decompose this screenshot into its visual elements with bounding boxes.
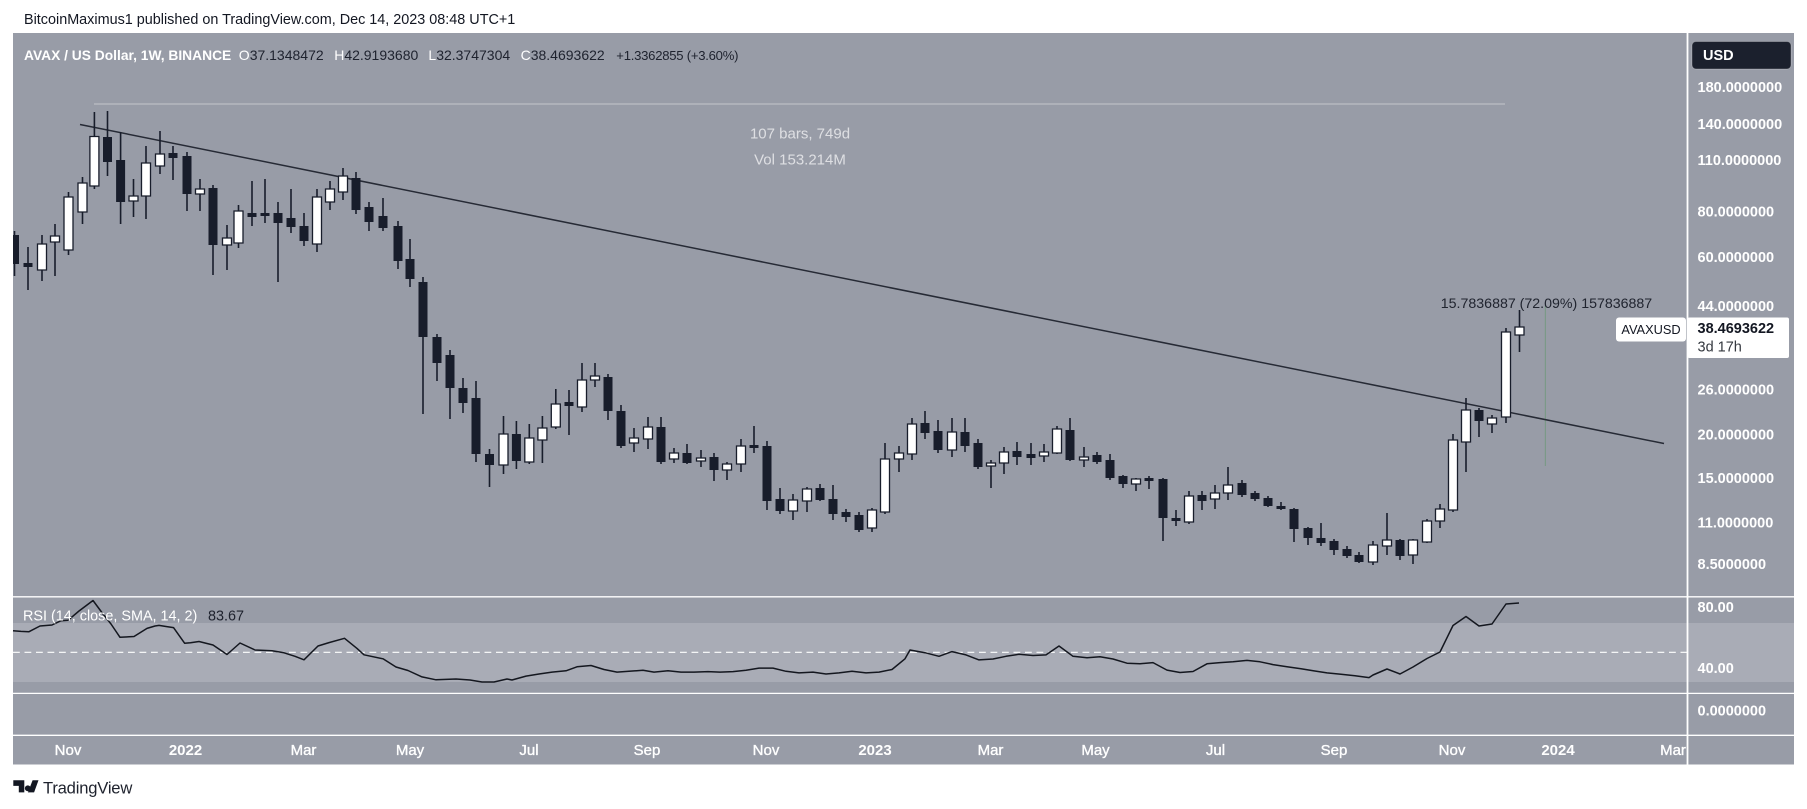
- svg-text:15.0000000: 15.0000000: [1698, 471, 1775, 487]
- svg-text:AVAXUSD: AVAXUSD: [1621, 322, 1680, 337]
- svg-text:Mar: Mar: [1660, 742, 1686, 759]
- svg-text:Jul: Jul: [519, 742, 538, 759]
- svg-text:80.00: 80.00: [1698, 600, 1734, 616]
- svg-text:40.00: 40.00: [1698, 661, 1734, 677]
- svg-text:H42.9193680: H42.9193680: [334, 47, 418, 63]
- svg-text:USD: USD: [1703, 48, 1734, 64]
- svg-text:Nov: Nov: [55, 742, 82, 759]
- svg-text:Jul: Jul: [1206, 742, 1225, 759]
- svg-text:44.0000000: 44.0000000: [1698, 299, 1775, 315]
- svg-text:Mar: Mar: [291, 742, 317, 759]
- svg-text:8.5000000: 8.5000000: [1698, 557, 1767, 573]
- svg-text:Sep: Sep: [1321, 742, 1348, 759]
- svg-text:Nov: Nov: [1439, 742, 1466, 759]
- svg-text:C38.4693622: C38.4693622: [521, 47, 605, 63]
- svg-text:80.0000000: 80.0000000: [1698, 205, 1775, 221]
- svg-text:Sep: Sep: [634, 742, 661, 759]
- svg-text:L32.3747304: L32.3747304: [428, 47, 510, 63]
- svg-text:2024: 2024: [1541, 742, 1575, 759]
- svg-text:+1.3362855 (+3.60%): +1.3362855 (+3.60%): [616, 48, 738, 63]
- svg-text:May: May: [1081, 742, 1110, 759]
- svg-text:26.0000000: 26.0000000: [1698, 383, 1775, 399]
- svg-text:2022: 2022: [169, 742, 202, 759]
- svg-text:60.0000000: 60.0000000: [1698, 250, 1775, 266]
- svg-text:107 bars, 749d: 107 bars, 749d: [750, 126, 850, 143]
- svg-text:38.4693622: 38.4693622: [1698, 321, 1775, 337]
- svg-text:AVAX / US Dollar, 1W, BINANCE: AVAX / US Dollar, 1W, BINANCE: [24, 48, 231, 63]
- svg-text:11.0000000: 11.0000000: [1698, 515, 1774, 531]
- svg-text:Mar: Mar: [978, 742, 1004, 759]
- svg-text:83.67: 83.67: [208, 609, 244, 625]
- svg-text:15.7836887 (72.09%) 157836887: 15.7836887 (72.09%) 157836887: [1441, 296, 1653, 312]
- svg-text:20.0000000: 20.0000000: [1698, 428, 1775, 444]
- svg-text:RSI (14, close, SMA, 14, 2): RSI (14, close, SMA, 14, 2): [23, 609, 197, 625]
- svg-text:May: May: [396, 742, 425, 759]
- svg-text:2023: 2023: [858, 742, 891, 759]
- svg-text:180.0000000: 180.0000000: [1698, 80, 1783, 96]
- svg-text:TradingView: TradingView: [43, 779, 133, 798]
- svg-text:BitcoinMaximus1 published on T: BitcoinMaximus1 published on TradingView…: [24, 12, 515, 28]
- svg-text:110.0000000: 110.0000000: [1698, 153, 1782, 169]
- svg-text:3d 17h: 3d 17h: [1698, 340, 1742, 356]
- svg-text:Vol 153.214M: Vol 153.214M: [754, 152, 846, 169]
- svg-text:140.0000000: 140.0000000: [1698, 117, 1783, 133]
- svg-text:O37.1348472: O37.1348472: [239, 47, 324, 63]
- svg-text:Nov: Nov: [753, 742, 780, 759]
- svg-text:0.0000000: 0.0000000: [1698, 704, 1767, 720]
